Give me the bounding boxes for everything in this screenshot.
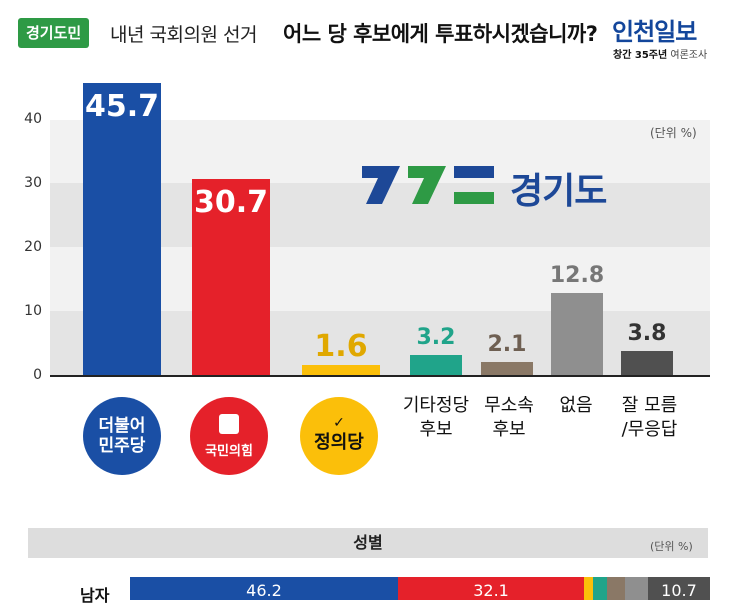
bar — [621, 350, 673, 375]
y-tick-label: 10 — [24, 303, 42, 319]
democratic-label-line1: 더불어 — [98, 416, 146, 436]
category-line: 후보 — [492, 419, 526, 440]
bar — [551, 293, 603, 375]
bar-value-label: 2.1 — [487, 331, 527, 357]
bar-value-label: 3.2 — [416, 324, 456, 350]
bar — [192, 178, 270, 375]
row-label-male: 남자 — [80, 586, 110, 605]
category-line: 잘 모름 — [621, 395, 678, 416]
category-none: 없음 — [545, 394, 607, 418]
stacked-bar-segment: 46.2 — [130, 577, 398, 600]
bar — [410, 354, 462, 375]
unit-label: (단위 %) — [650, 126, 697, 140]
y-tick-label: 0 — [33, 367, 42, 383]
justice-label: 정의당 — [314, 432, 364, 453]
category-line: 후보 — [419, 419, 453, 440]
question-prefix: 내년 국회의원 선거 — [110, 24, 257, 46]
bar-value-label: 1.6 — [314, 328, 368, 364]
question-title: 어느 당 후보에게 투표하시겠습니까? — [283, 22, 598, 46]
stacked-bar-segment — [625, 577, 648, 600]
category-line: 없음 — [559, 395, 593, 416]
y-tick-label: 20 — [24, 239, 42, 255]
brand-survey: 여론조사 — [670, 50, 708, 61]
unit-label-gender: (단위 %) — [650, 540, 693, 553]
stacked-bar-segment — [607, 577, 626, 600]
stacked-bar-segment: 32.1 — [397, 577, 585, 600]
check-icon: ✓ — [333, 415, 345, 431]
category-independent: 무소속 후보 — [478, 394, 540, 442]
logo-democratic-party: 더불어 민주당 — [83, 397, 161, 475]
stacked-bar-segment — [593, 577, 608, 600]
logo-justice-party: ✓ 정의당 — [300, 397, 378, 475]
bar-value-label: 45.7 — [84, 88, 160, 124]
bar-value-label: 30.7 — [193, 184, 269, 220]
gyeonggi-logo-text: 경기도 — [510, 171, 607, 212]
category-line: /무응답 — [621, 419, 678, 440]
bar — [302, 364, 380, 375]
bar — [481, 361, 533, 375]
bar-value-label: 12.8 — [549, 263, 605, 289]
y-tick-label: 30 — [24, 175, 42, 191]
category-other-party: 기타정당 후보 — [395, 394, 477, 442]
bar — [83, 82, 161, 375]
brand-logo: 인천일보 — [612, 18, 697, 46]
brand-anniversary: 창간 35주년 — [613, 50, 668, 61]
stacked-bar-segment — [584, 577, 594, 600]
y-tick-label: 40 — [24, 111, 42, 127]
bar-value-label: 3.8 — [627, 320, 667, 346]
gyeonggi-logo: 경기도 — [360, 160, 630, 212]
gyeonggi-logo-mark-icon — [362, 166, 494, 204]
brand-subtitle: 창간 35주년 여론조사 — [613, 46, 707, 61]
header: 경기도민 내년 국회의원 선거 어느 당 후보에게 투표하시겠습니까? 인천일보… — [0, 0, 729, 70]
stacked-bar-segment: 10.7 — [647, 577, 710, 600]
category-line: 기타정당 — [402, 395, 470, 416]
section-gender-title: 성별 — [28, 528, 708, 558]
logo-people-power-party: 국민의힘 — [190, 397, 268, 475]
region-tag: 경기도민 — [18, 18, 90, 48]
category-unknown: 잘 모름 /무응답 — [612, 394, 687, 442]
ppp-emblem-icon — [219, 413, 239, 434]
ppp-label: 국민의힘 — [205, 443, 253, 459]
democratic-label-line2: 민주당 — [98, 436, 146, 456]
x-axis-baseline — [50, 375, 710, 377]
category-line: 무소속 — [484, 395, 534, 416]
